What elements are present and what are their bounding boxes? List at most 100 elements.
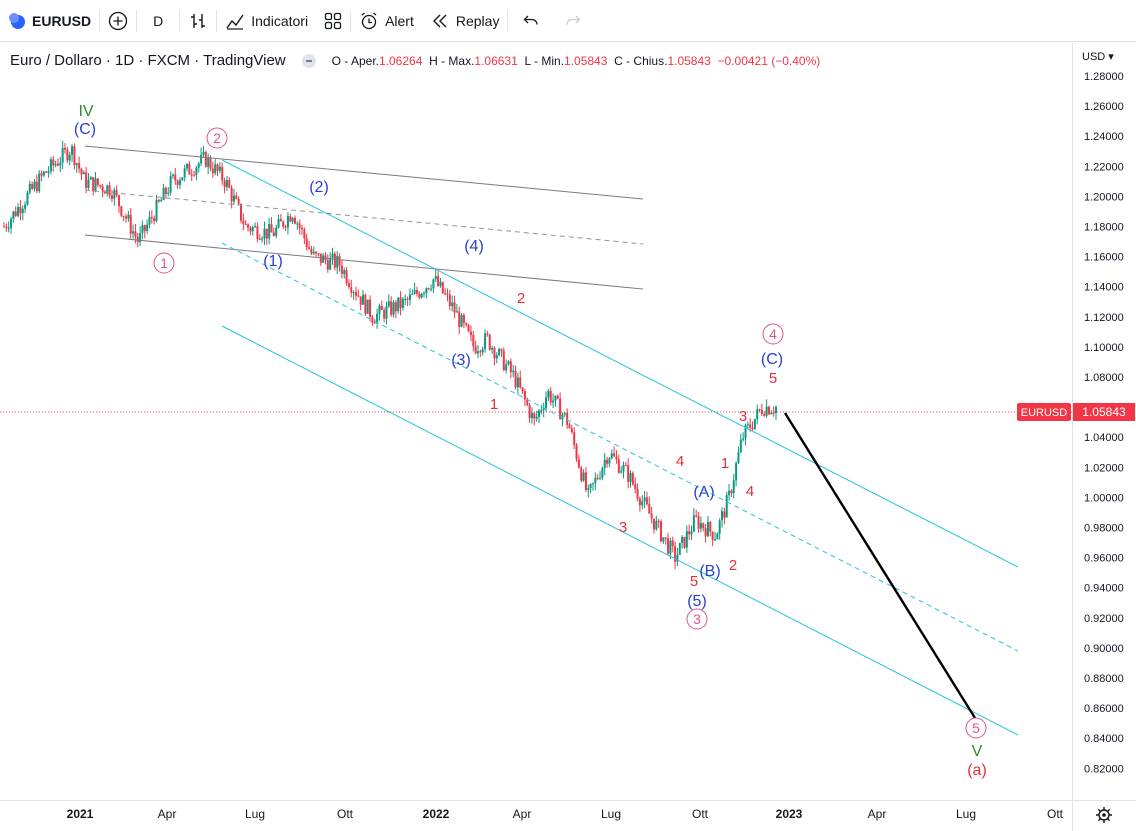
candle-body xyxy=(232,195,235,202)
candle-body xyxy=(669,540,672,554)
currency-selector[interactable]: USD ▾ xyxy=(1082,51,1114,63)
settings-gear-icon[interactable] xyxy=(1096,807,1112,823)
candle-body xyxy=(291,217,294,222)
indicators-button[interactable]: Indicatori xyxy=(217,0,316,42)
legend-title[interactable]: Euro / Dollaro · 1D · FXCM · TradingView xyxy=(10,52,286,69)
grey-channel-mid[interactable] xyxy=(84,189,644,245)
candle-body xyxy=(148,216,151,225)
grey-channel-top[interactable] xyxy=(84,145,644,200)
candle-body xyxy=(143,225,146,231)
candle-body xyxy=(263,228,266,239)
redo-button[interactable] xyxy=(554,0,592,42)
hide-legend-toggle[interactable] xyxy=(301,53,316,68)
price-tick-label: 1.20000 xyxy=(1084,191,1124,203)
chart-background xyxy=(0,43,1136,831)
candle-body xyxy=(406,298,409,300)
candle-body xyxy=(223,180,226,188)
wave-label: (2) xyxy=(309,179,329,196)
candle-body xyxy=(134,231,137,237)
candle-body xyxy=(451,302,454,307)
time-tick-label: 2022 xyxy=(423,807,450,821)
candle-body xyxy=(347,283,350,288)
candle-body xyxy=(247,224,250,228)
candle-body xyxy=(228,180,231,188)
candle-body xyxy=(350,287,353,293)
candle-body xyxy=(500,349,503,351)
candle-body xyxy=(650,513,653,519)
candle-body xyxy=(498,349,501,356)
candle-body xyxy=(237,198,240,204)
candle-body xyxy=(150,216,153,219)
interval-button[interactable]: D xyxy=(137,0,179,42)
candle-body xyxy=(106,185,109,194)
candle-body xyxy=(627,465,630,482)
wave-label: 2 xyxy=(729,557,737,574)
candle-body xyxy=(242,220,245,225)
undo-button[interactable] xyxy=(508,0,554,42)
candle-body xyxy=(423,293,426,295)
candle-body xyxy=(617,459,620,473)
candle-body xyxy=(763,413,766,416)
candle-body xyxy=(190,174,193,176)
price-tick-label: 1.14000 xyxy=(1084,282,1124,294)
cyan-channel-top[interactable] xyxy=(221,159,1019,568)
candle-body xyxy=(692,515,695,532)
templates-button[interactable] xyxy=(316,0,350,42)
candle-body xyxy=(239,203,242,221)
candle-body xyxy=(580,467,583,481)
price-scale[interactable]: 1.28000 1.26000 1.24000 1.22000 1.20000 1.180… xyxy=(1017,43,1135,831)
price-tick-label: 1.22000 xyxy=(1084,161,1124,173)
candle-body xyxy=(61,147,64,163)
symbol-search[interactable]: EURUSD xyxy=(0,0,99,42)
candle-body xyxy=(758,409,761,411)
candle-body xyxy=(120,206,123,216)
candle-body xyxy=(744,425,747,439)
candle-body xyxy=(584,472,587,490)
price-chart[interactable]: 1.28000 1.26000 1.24000 1.22000 1.20000 1.180… xyxy=(0,43,1136,831)
projection-line[interactable] xyxy=(783,412,977,719)
candle-body xyxy=(775,406,777,413)
grey-channel-bottom[interactable] xyxy=(84,234,644,290)
close-value: 1.05843 xyxy=(667,53,711,68)
candle-body xyxy=(756,409,759,419)
candle-body xyxy=(706,521,709,537)
candle-body xyxy=(127,214,130,219)
time-axis[interactable]: 2021 Apr Lug Ott 2022 Apr Lug Ott 2023 Apr Lug Ott xyxy=(0,800,1136,824)
alert-button[interactable]: Alert xyxy=(351,0,422,42)
candle-body xyxy=(547,390,550,398)
candle-body xyxy=(495,355,498,359)
candle-body xyxy=(31,183,34,189)
candle-body xyxy=(739,439,742,453)
compare-button[interactable] xyxy=(100,0,136,42)
candle-body xyxy=(390,301,393,315)
price-tick-label: 0.98000 xyxy=(1084,523,1124,535)
divider xyxy=(507,9,509,32)
low-value: 1.05843 xyxy=(564,53,608,68)
wave-label: (B) xyxy=(699,563,720,580)
price-tick-label: 1.12000 xyxy=(1084,312,1124,324)
candle-body xyxy=(723,511,726,518)
undo-icon xyxy=(524,15,539,25)
templates-grid-icon xyxy=(324,12,342,29)
candle-body xyxy=(542,408,545,411)
trendlines-layer[interactable] xyxy=(84,145,1019,736)
candle-body xyxy=(587,488,590,490)
candle-body xyxy=(629,473,632,482)
candle-body xyxy=(99,185,102,187)
high-label: H - Max. xyxy=(429,53,475,68)
candle-body xyxy=(387,301,390,307)
cyan-channel-bottom[interactable] xyxy=(221,325,1019,736)
candle-body xyxy=(596,477,599,479)
wave-label: 1 xyxy=(490,396,498,413)
candle-body xyxy=(530,413,533,419)
candle-body xyxy=(289,216,292,222)
replay-button[interactable]: Replay xyxy=(422,0,508,42)
chart-type-button[interactable] xyxy=(180,0,216,42)
price-tick-label: 1.02000 xyxy=(1084,462,1124,474)
price-tick-label: 0.90000 xyxy=(1084,643,1124,655)
candle-body xyxy=(265,228,268,239)
candle-body xyxy=(746,424,749,426)
symbol-name: EURUSD xyxy=(32,12,92,29)
candle-body xyxy=(286,216,289,228)
candle-body xyxy=(493,347,496,359)
